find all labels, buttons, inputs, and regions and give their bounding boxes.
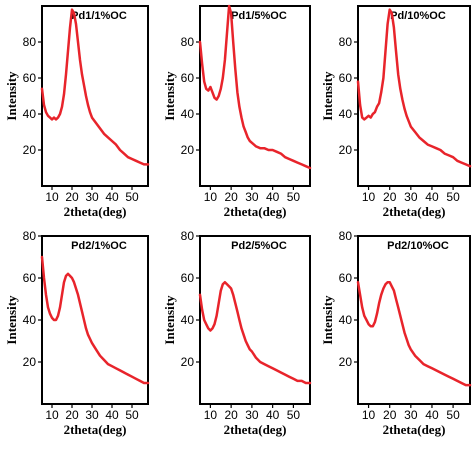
y-tick-label: 60 [181, 271, 195, 285]
x-tick-label: 40 [425, 190, 439, 204]
x-tick-label: 20 [224, 408, 238, 422]
y-axis-label: Intensity [4, 295, 19, 345]
x-tick-label: 30 [245, 408, 259, 422]
y-tick-label: 20 [23, 355, 37, 369]
y-tick-label: 40 [339, 313, 353, 327]
x-tick-label: 50 [287, 190, 301, 204]
x-tick-label: 40 [105, 408, 119, 422]
y-axis-label: Intensity [320, 71, 335, 121]
y-axis-label: Intensity [320, 295, 335, 345]
y-tick-label: 40 [181, 313, 195, 327]
x-tick-label: 20 [224, 190, 238, 204]
y-tick-label: 80 [339, 35, 353, 49]
y-axis-label: Intensity [162, 71, 177, 121]
y-tick-label: 20 [181, 143, 195, 157]
x-axis-label: 2theta(deg) [224, 204, 287, 219]
panel-title: Pd1/5%OC [231, 10, 287, 22]
x-tick-label: 10 [362, 408, 376, 422]
y-tick-label: 80 [339, 229, 353, 243]
y-tick-label: 40 [339, 107, 353, 121]
xrd-curve [356, 280, 472, 387]
x-tick-label: 50 [125, 408, 139, 422]
x-tick-label: 10 [45, 408, 59, 422]
x-tick-label: 10 [204, 190, 218, 204]
panel-title: Pd/10%OC [390, 10, 446, 22]
y-tick-label: 80 [181, 35, 195, 49]
y-tick-label: 20 [181, 355, 195, 369]
x-axis-label: 2theta(deg) [224, 422, 287, 437]
x-tick-label: 20 [65, 408, 79, 422]
y-tick-label: 60 [339, 71, 353, 85]
x-tick-label: 40 [105, 190, 119, 204]
x-tick-label: 30 [404, 408, 418, 422]
x-tick-label: 50 [125, 190, 139, 204]
x-tick-label: 10 [362, 190, 376, 204]
y-tick-label: 20 [339, 355, 353, 369]
y-tick-label: 60 [181, 71, 195, 85]
plot-frame [41, 235, 149, 405]
panel-title: Pd2/10%OC [387, 240, 449, 252]
x-tick-label: 20 [65, 190, 79, 204]
plot-frame [199, 5, 311, 187]
panel-title: Pd2/1%OC [71, 240, 127, 252]
xrd-curve [40, 8, 150, 166]
xrd-curve [198, 280, 312, 385]
panel-title: Pd1/1%OC [71, 10, 127, 22]
x-tick-label: 10 [45, 190, 59, 204]
x-tick-label: 40 [425, 408, 439, 422]
x-axis-label: 2theta(deg) [64, 422, 127, 437]
x-axis-label: 2theta(deg) [383, 422, 446, 437]
x-tick-label: 30 [245, 190, 259, 204]
x-tick-label: 30 [85, 408, 99, 422]
x-tick-label: 50 [446, 408, 460, 422]
x-tick-label: 30 [404, 190, 418, 204]
y-tick-label: 60 [23, 71, 37, 85]
x-tick-label: 30 [85, 190, 99, 204]
y-tick-label: 80 [181, 229, 195, 243]
x-axis-label: 2theta(deg) [383, 204, 446, 219]
y-tick-label: 60 [339, 271, 353, 285]
xrd-curve [40, 255, 150, 385]
xrd-curve [198, 4, 312, 170]
y-tick-label: 40 [23, 313, 37, 327]
x-tick-label: 40 [266, 408, 280, 422]
plot-frame [357, 5, 471, 187]
y-tick-label: 40 [23, 107, 37, 121]
x-tick-label: 20 [383, 408, 397, 422]
y-tick-label: 80 [23, 35, 37, 49]
xrd-curve [356, 8, 472, 168]
x-tick-label: 50 [446, 190, 460, 204]
x-tick-label: 40 [266, 190, 280, 204]
x-tick-label: 20 [383, 190, 397, 204]
x-axis-label: 2theta(deg) [64, 204, 127, 219]
x-tick-label: 10 [204, 408, 218, 422]
y-axis-label: Intensity [162, 295, 177, 345]
y-axis-label: Intensity [4, 71, 19, 121]
y-tick-label: 40 [181, 107, 195, 121]
x-tick-label: 50 [287, 408, 301, 422]
y-tick-label: 60 [23, 271, 37, 285]
y-tick-label: 80 [23, 229, 37, 243]
y-tick-label: 20 [23, 143, 37, 157]
panel-title: Pd2/5%OC [231, 240, 287, 252]
y-tick-label: 20 [339, 143, 353, 157]
